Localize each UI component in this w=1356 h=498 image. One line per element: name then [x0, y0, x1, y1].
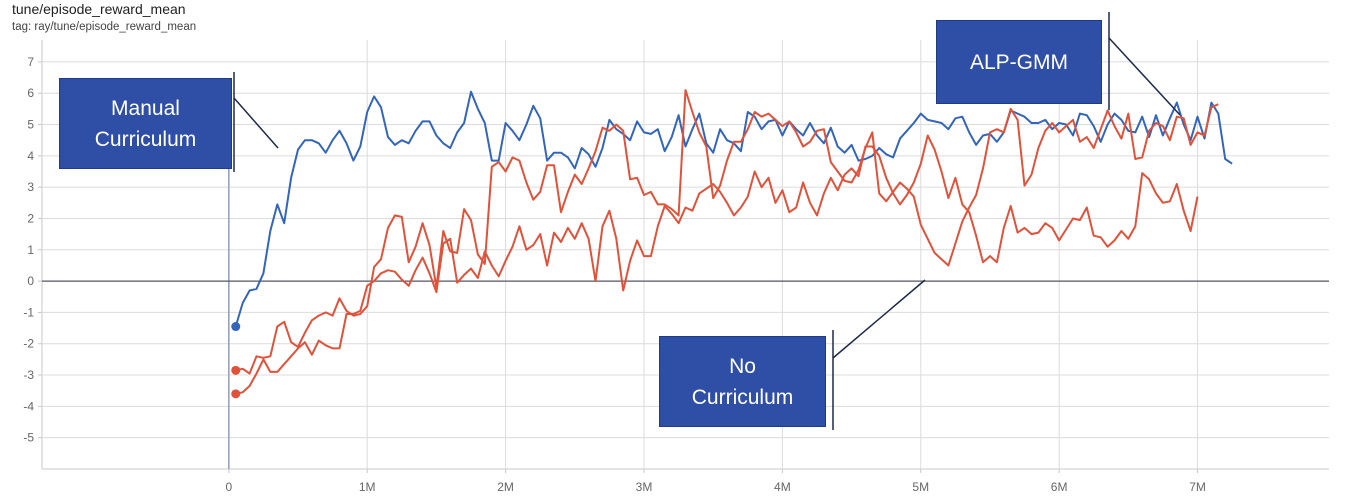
none-leader-line [832, 279, 926, 359]
annotation-leaders [233, 12, 1181, 430]
series-start-point-none [231, 389, 241, 399]
y-tick-label: 5 [27, 118, 34, 132]
no-curriculum-annotation: No Curriculum [659, 336, 826, 427]
y-tick-label: 4 [27, 149, 34, 163]
y-tick-label: 0 [27, 274, 34, 288]
series-line-none [235, 134, 1199, 395]
none-annotation-line2: Curriculum [691, 385, 794, 409]
alp-annotation-text: ALP-GMM [969, 50, 1068, 74]
x-tick-label: 3M [636, 480, 653, 494]
y-tick-label: -4 [23, 399, 34, 413]
series-start-point-manual [231, 322, 241, 332]
axis-ticks: 7 6 5 4 3 2 1 0 -1 -2 -3 -4 -5 0 1M 2M 3M 4M 5M 6M 7M [23, 55, 1206, 494]
y-tick-label: 7 [27, 55, 34, 69]
manual-annotation-line1: Manual [111, 96, 180, 120]
x-tick-label: 4M [774, 480, 791, 494]
y-tick-label: 6 [27, 86, 34, 100]
series-line-manual [234, 90, 1233, 327]
series-line-alp [235, 89, 1219, 375]
x-tick-label: 2M [497, 480, 514, 494]
x-tick-label: 1M [359, 480, 376, 494]
chart-title: tune/episode_reward_mean [12, 1, 186, 17]
x-tick-label: 0 [225, 480, 232, 494]
chart-tag: tag: ray/tune/episode_reward_mean [12, 21, 197, 33]
y-tick-label: -2 [23, 337, 34, 351]
none-annotation-line1: No [729, 354, 756, 378]
x-tick-label: 7M [1189, 480, 1206, 494]
manual-curriculum-annotation: Manual Curriculum [59, 78, 232, 169]
manual-leader-line [233, 97, 279, 149]
alp-gmm-annotation: ALP-GMM [936, 20, 1102, 104]
x-tick-label: 5M [912, 480, 929, 494]
series-start-point-alp [231, 365, 241, 375]
manual-annotation-line2: Curriculum [94, 127, 197, 151]
alp-leader-line [1108, 37, 1181, 116]
y-tick-label: -3 [23, 368, 34, 382]
y-tick-label: 1 [27, 243, 34, 257]
series-layer [231, 89, 1233, 399]
y-tick-label: 2 [27, 211, 34, 225]
x-tick-label: 6M [1051, 480, 1068, 494]
y-tick-label: 3 [27, 180, 34, 194]
y-tick-label: -1 [23, 305, 34, 319]
y-tick-label: -5 [23, 431, 34, 445]
